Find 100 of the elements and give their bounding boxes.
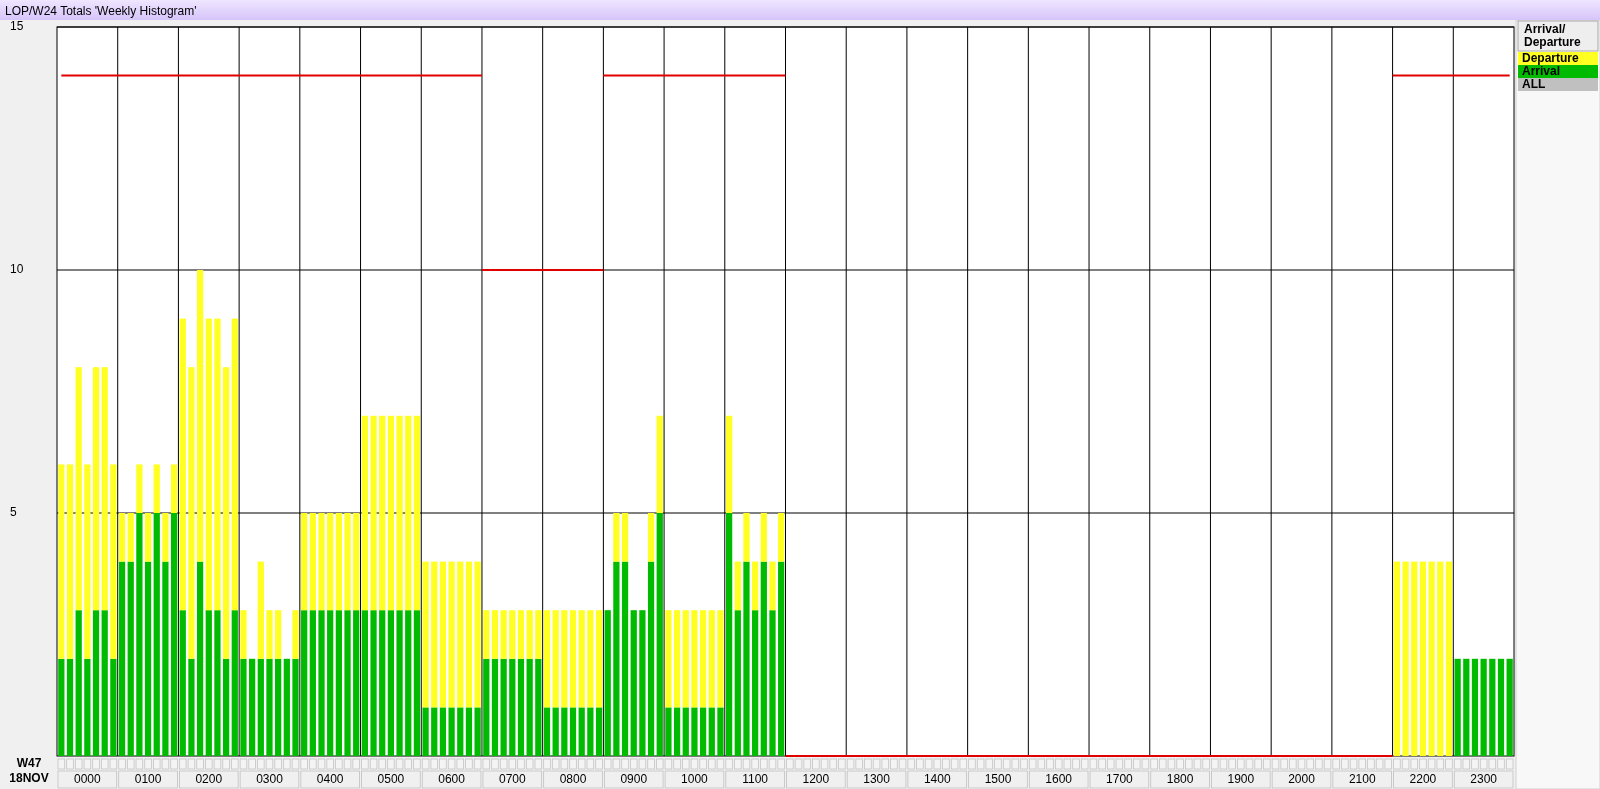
legend-title: Arrival/Departure (1524, 22, 1582, 49)
bar (665, 610, 672, 708)
bar (413, 415, 421, 611)
x-tick-label: 2300 (1470, 772, 1498, 787)
x-tick-label: 1000 (681, 772, 709, 787)
bar (691, 610, 698, 708)
bar (205, 318, 212, 611)
x-tick-label: 1700 (1106, 772, 1134, 787)
bar (144, 513, 152, 562)
bar (517, 610, 525, 659)
bar (743, 513, 750, 562)
bar (595, 610, 603, 708)
text: ALL (1522, 77, 1546, 92)
bar (439, 561, 447, 708)
bar (66, 464, 74, 659)
bar (578, 610, 585, 708)
x-tick-label: 1800 (1166, 772, 1194, 787)
text: Arrival (1522, 64, 1561, 79)
bar (379, 415, 386, 611)
bar (465, 561, 473, 708)
bar (431, 561, 438, 708)
bar (405, 415, 412, 611)
bar (196, 270, 204, 562)
bar (170, 464, 178, 513)
x-tick-label: 0700 (498, 772, 526, 787)
bar (778, 513, 785, 562)
y-tick-label: 5 (10, 505, 17, 520)
bar (344, 513, 351, 611)
bar (292, 610, 299, 659)
bar (543, 610, 551, 708)
x-tick-label: 0500 (377, 772, 405, 787)
bar (656, 415, 663, 513)
bar (110, 464, 117, 659)
x-tick-label: 2000 (1288, 772, 1316, 787)
bar (535, 610, 542, 659)
bar (708, 610, 715, 708)
bar (275, 610, 282, 659)
bar (153, 464, 160, 513)
bar (387, 415, 395, 611)
bar (101, 367, 108, 611)
bar (188, 367, 195, 659)
bar (682, 610, 689, 708)
x-tick-label: 1400 (923, 772, 951, 787)
bar (309, 513, 316, 611)
bar (422, 561, 429, 708)
bar (491, 610, 499, 659)
bar (353, 513, 360, 611)
bar (613, 513, 620, 562)
bar (179, 318, 186, 611)
bar (673, 610, 681, 708)
bar (396, 415, 403, 611)
bar (587, 610, 594, 708)
x-tick-label: 1500 (984, 772, 1012, 787)
bar (457, 561, 464, 708)
bar (717, 610, 724, 708)
x-tick-label: 0100 (134, 772, 162, 787)
bar (526, 610, 533, 659)
x-tick-label: 0900 (620, 772, 648, 787)
text: Departure (1522, 51, 1580, 66)
x-tick-label: 1600 (1045, 772, 1073, 787)
bar (257, 561, 264, 659)
bar (222, 367, 230, 659)
bar (552, 610, 559, 708)
bar (752, 561, 759, 611)
bar (370, 415, 377, 611)
bar (500, 610, 507, 659)
bar (483, 610, 490, 659)
bar (118, 513, 126, 562)
x-tick-label: 0800 (559, 772, 587, 787)
chart-title: LOP/W24 Totals 'Weekly Histogram' (5, 3, 197, 18)
y-tick-label: 15 (10, 19, 24, 34)
bar (569, 610, 577, 708)
bar (240, 610, 247, 659)
x-tick-label: 0300 (256, 772, 284, 787)
bar (647, 513, 655, 562)
bar (162, 513, 169, 562)
bar (318, 513, 325, 611)
bar (335, 513, 342, 611)
x-tick-label: 0000 (74, 772, 102, 787)
x-tick-label: 2100 (1348, 772, 1376, 787)
bar (509, 610, 516, 659)
x-tick-label: 1300 (863, 772, 891, 787)
bar (214, 318, 221, 611)
bar (75, 367, 82, 611)
bar (231, 318, 238, 611)
bar (266, 610, 273, 659)
x-tick-label: 0200 (195, 772, 223, 787)
x-tick-label: 1100 (742, 772, 769, 787)
bar (621, 513, 629, 562)
bar (127, 513, 134, 562)
x-tick-label: 0400 (316, 772, 344, 787)
bar (136, 464, 143, 513)
y-tick-label: 10 (10, 262, 24, 277)
bar (361, 415, 368, 611)
bar (769, 561, 776, 611)
bar (92, 367, 100, 611)
x-tick-label: 1900 (1227, 772, 1255, 787)
x-tick-label: 2200 (1409, 772, 1437, 787)
bar (726, 415, 733, 513)
bar (760, 513, 767, 562)
